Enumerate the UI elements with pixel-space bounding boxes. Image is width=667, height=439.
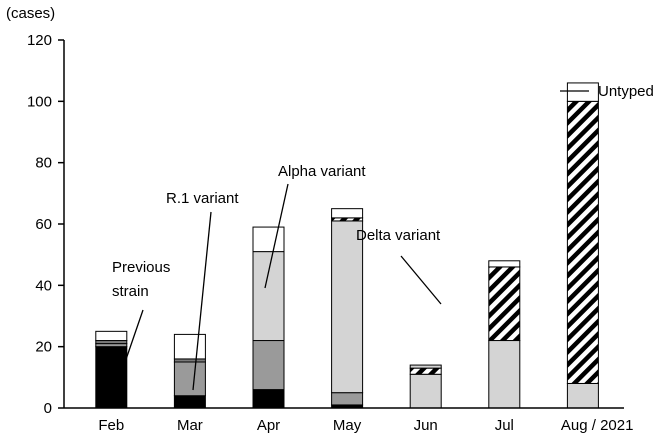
bar-segment-alpha2-jun	[409, 364, 442, 369]
bar-segment-alpha-aug-2021	[566, 382, 599, 409]
bars	[95, 82, 599, 409]
bar-segment-alpha-jul	[488, 340, 521, 409]
x-tick-label-mar: Mar	[177, 417, 203, 434]
y-tick-label: 80	[35, 155, 52, 172]
bar-segment-delta-jun	[409, 367, 442, 375]
x-tick-label-may: May	[333, 417, 362, 434]
annotation-r1-variant-leader	[192, 211, 212, 391]
bar-segment-previous-mar	[173, 395, 206, 409]
bar-segment-alpha-apr	[252, 251, 285, 342]
bar-segment-delta-jul	[488, 266, 521, 342]
bar-segment-untyped-aug-2021	[566, 82, 599, 102]
y-tick-label: 100	[27, 93, 52, 110]
bar-segment-untyped-mar	[173, 333, 206, 360]
annotation-alpha-variant: Alpha variant	[278, 163, 366, 180]
bar-segment-untyped-jul	[488, 260, 521, 268]
y-axis: 0 20 40 60 80 100 120	[27, 32, 65, 417]
annotation-r1-variant: R.1 variant	[166, 190, 239, 207]
annotation-untyped: Untyped	[598, 83, 654, 100]
bar-segment-untyped-feb	[95, 330, 128, 342]
x-axis: Feb Mar Apr May Jun Jul Aug / 2021	[64, 407, 634, 434]
x-tick-label-apr: Apr	[257, 417, 280, 434]
bar-segment-delta-aug-2021	[566, 100, 599, 384]
y-tick-label: 120	[27, 32, 52, 49]
y-tick-label: 20	[35, 339, 52, 356]
x-tick-label-feb: Feb	[98, 417, 124, 434]
bar-segment-previous-apr	[252, 389, 285, 409]
bar-segment-r1-may	[331, 392, 364, 406]
bar-segment-untyped-may	[331, 208, 364, 219]
y-tick-label: 60	[35, 216, 52, 233]
annotation-previous-strain-leader	[120, 309, 144, 375]
annotation-alpha-variant-leader	[264, 183, 289, 289]
x-tick-label-jul: Jul	[495, 417, 514, 434]
bar-segment-r1-mar	[173, 361, 206, 397]
annotation-previous-strain-line1: Previous	[112, 259, 170, 276]
y-axis-label: (cases)	[6, 5, 55, 22]
annotation-delta-variant: Delta variant	[356, 227, 441, 244]
annotation-delta-variant-leader	[400, 255, 442, 305]
annotations: Previous strain R.1 variant Alpha varian…	[112, 83, 654, 391]
y-tick-label: 0	[44, 400, 52, 417]
annotation-previous-strain-line2: strain	[112, 283, 149, 300]
bar-segment-untyped-apr	[252, 226, 285, 253]
bar-segment-previous-feb	[95, 346, 128, 409]
x-tick-label-aug-2021: Aug / 2021	[561, 417, 634, 434]
bar-segment-alpha-may	[331, 220, 364, 394]
bar-segment-r1-apr	[252, 340, 285, 391]
x-tick-label-jun: Jun	[414, 417, 438, 434]
bar-segment-alpha-jun	[409, 373, 442, 409]
y-tick-label: 40	[35, 277, 52, 294]
